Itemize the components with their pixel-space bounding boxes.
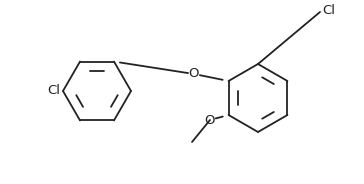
Text: Cl: Cl — [322, 4, 335, 17]
Text: O: O — [205, 114, 215, 127]
Text: O: O — [189, 68, 199, 80]
Text: Cl: Cl — [47, 84, 60, 98]
